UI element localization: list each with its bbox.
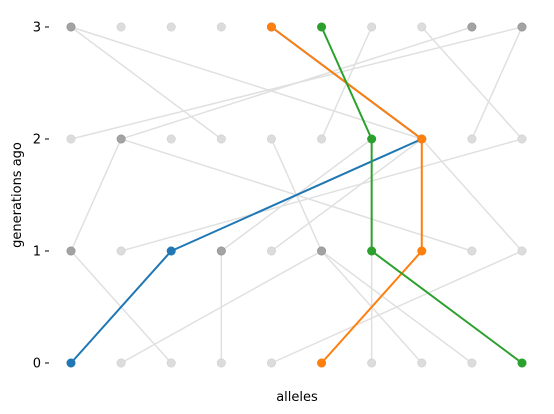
y-tick-label: 3 <box>33 21 41 36</box>
allele-node <box>317 134 327 144</box>
allele-node <box>467 358 477 368</box>
allele-node <box>216 134 226 144</box>
lineage-point <box>367 246 377 256</box>
lineage-point <box>517 358 527 368</box>
allele-node <box>266 246 276 256</box>
background-edge <box>120 26 473 140</box>
y-axis: 0 1 2 3 <box>33 21 49 372</box>
allele-node <box>417 22 427 32</box>
allele-node <box>116 358 126 368</box>
background-edge <box>70 26 222 140</box>
ancestor-node <box>66 246 76 256</box>
ancestor-node <box>116 134 126 144</box>
allele-node <box>467 134 477 144</box>
lineage-point <box>66 358 76 368</box>
lineage-point <box>417 134 427 144</box>
background-edge <box>421 26 523 140</box>
allele-node <box>517 134 527 144</box>
background-edge <box>70 26 423 140</box>
lineage-point <box>266 22 276 32</box>
allele-node <box>116 246 126 256</box>
lineage-point <box>367 134 377 144</box>
x-axis-label: alleles <box>276 390 318 405</box>
allele-node <box>216 358 226 368</box>
allele-node <box>417 358 427 368</box>
ancestor-node <box>467 22 477 32</box>
allele-node <box>216 22 226 32</box>
allele-node <box>266 358 276 368</box>
allele-node <box>166 358 176 368</box>
y-axis-label: generations ago <box>10 142 25 248</box>
background-edge <box>270 138 423 252</box>
lineage-line <box>320 26 523 364</box>
lineage-line <box>70 26 423 364</box>
ancestor-node <box>517 22 527 32</box>
background-edge <box>70 138 122 252</box>
background-edge <box>471 26 523 140</box>
background-edge <box>321 250 473 364</box>
ancestor-node <box>66 22 76 32</box>
allele-node <box>166 134 176 144</box>
y-tick-label: 1 <box>33 245 41 260</box>
lineage-point <box>317 22 327 32</box>
background-edge <box>421 138 523 252</box>
allele-node <box>467 246 477 256</box>
allele-node <box>166 22 176 32</box>
lineage-point <box>317 358 327 368</box>
allele-node <box>367 358 377 368</box>
allele-node <box>266 134 276 144</box>
background-edge <box>120 138 523 252</box>
allele-node <box>517 246 527 256</box>
y-tick-label: 0 <box>33 357 41 372</box>
ancestor-node <box>216 246 226 256</box>
lineage-series <box>66 22 527 368</box>
lineage-point <box>417 246 427 256</box>
y-tick-label: 2 <box>33 133 41 148</box>
ancestor-node <box>317 246 327 256</box>
allele-node <box>66 134 76 144</box>
allele-node <box>116 22 126 32</box>
allele-node <box>367 22 377 32</box>
lineage-point <box>166 246 176 256</box>
